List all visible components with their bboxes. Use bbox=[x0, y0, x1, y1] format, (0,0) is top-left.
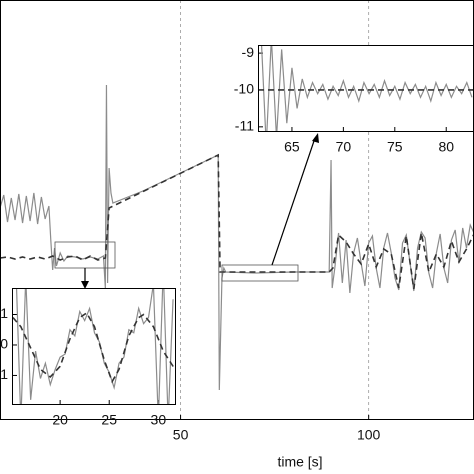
arrow-head bbox=[312, 133, 319, 143]
x-tick-label: 100 bbox=[357, 427, 381, 443]
x-tick-label: 30 bbox=[151, 412, 167, 428]
zoom-box bbox=[221, 264, 299, 282]
plot-area bbox=[258, 45, 474, 132]
zoom-arrow bbox=[271, 137, 316, 266]
y-tick-label: -11 bbox=[235, 118, 254, 134]
inset-background bbox=[12, 288, 176, 405]
arrow-head bbox=[81, 281, 89, 289]
x-tick-label: 80 bbox=[438, 139, 454, 155]
x-tick-label: 70 bbox=[336, 139, 352, 155]
x-tick-label: 25 bbox=[101, 412, 117, 428]
data-line bbox=[260, 45, 473, 132]
x-tick-label: 65 bbox=[284, 139, 300, 155]
y-tick-label: -9 bbox=[242, 44, 255, 60]
plot-area bbox=[12, 288, 176, 405]
x-tick-label: 20 bbox=[52, 412, 68, 428]
x-tick-label: 75 bbox=[387, 139, 403, 155]
data-line bbox=[0, 153, 474, 290]
y-tick-label: -10 bbox=[234, 81, 254, 97]
x-tick-label: 50 bbox=[173, 427, 189, 443]
y-tick-label: -1 bbox=[0, 366, 8, 382]
axes-frame bbox=[12, 288, 176, 405]
x-axis-label: time [s] bbox=[277, 454, 322, 470]
y-tick-label: 1 bbox=[0, 305, 8, 321]
plot-area bbox=[0, 84, 474, 391]
data-line bbox=[12, 311, 176, 384]
y-tick-label: 0 bbox=[0, 336, 8, 352]
